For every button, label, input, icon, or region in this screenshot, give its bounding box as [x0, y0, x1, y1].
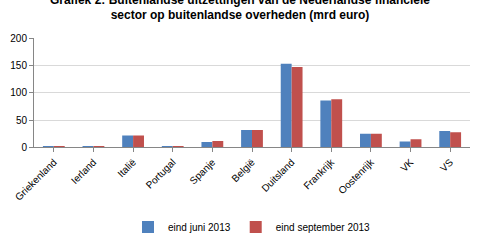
svg-text:0: 0 [21, 142, 27, 153]
svg-text:Spanje: Spanje [188, 156, 218, 186]
svg-text:150: 150 [10, 60, 27, 71]
svg-text:50: 50 [16, 115, 28, 126]
svg-text:Griekenland: Griekenland [13, 157, 59, 203]
svg-text:Frankrijk: Frankrijk [301, 156, 337, 192]
svg-text:Oostenrijk: Oostenrijk [336, 156, 376, 196]
svg-text:Portugal: Portugal [144, 157, 178, 191]
svg-text:Duitsland: Duitsland [259, 157, 296, 194]
svg-text:eind september 2013: eind september 2013 [276, 222, 370, 233]
svg-text:VK: VK [398, 156, 415, 173]
svg-text:Grafiek 2: Buitenlandse uitzet: Grafiek 2: Buitenlandse uitzettingen van… [50, 0, 430, 22]
svg-text:200: 200 [10, 33, 27, 44]
svg-text:100: 100 [10, 87, 27, 98]
svg-text:België: België [230, 156, 258, 184]
svg-text:eind juni 2013: eind juni 2013 [168, 222, 231, 233]
svg-text:Italië: Italië [115, 156, 138, 179]
svg-text:VS: VS [438, 156, 455, 173]
svg-text:Ierland: Ierland [69, 157, 98, 186]
